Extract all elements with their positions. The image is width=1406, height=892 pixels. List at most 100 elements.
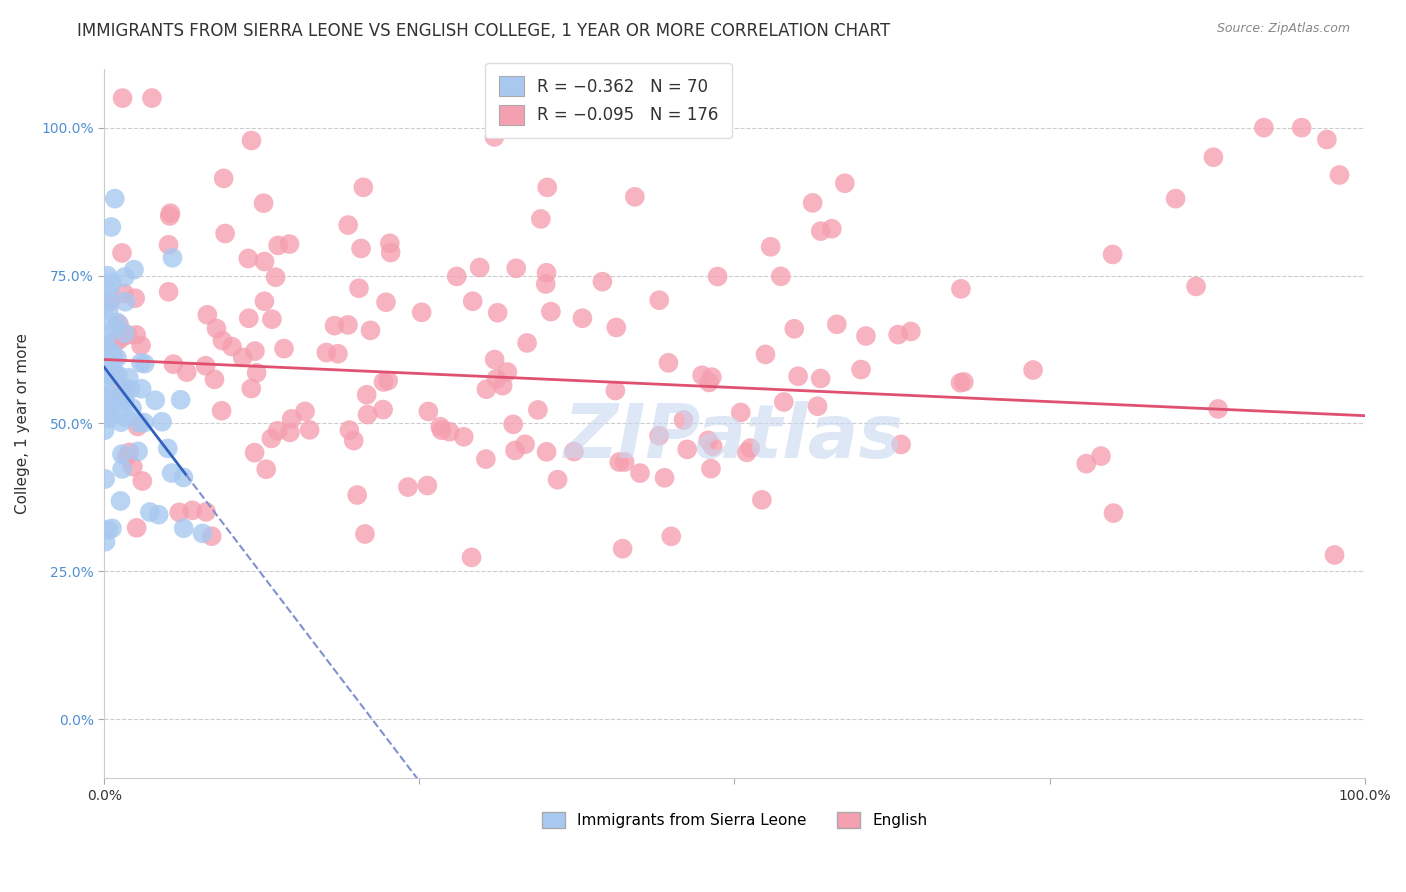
Point: [706, 269, 728, 284]
Point: [1316, 132, 1339, 146]
Point: [505, 261, 527, 276]
Point: [169, 392, 191, 407]
Point: [260, 432, 283, 446]
Point: [439, 425, 461, 439]
Point: [953, 375, 976, 389]
Point: [97, 523, 120, 537]
Point: [607, 455, 630, 469]
Point: [243, 344, 266, 359]
Point: [772, 395, 794, 409]
Point: [104, 192, 127, 206]
Point: [654, 471, 676, 485]
Point: [194, 359, 217, 373]
Point: [111, 246, 134, 260]
Point: [343, 434, 366, 448]
Point: [730, 405, 752, 419]
Point: [125, 327, 148, 342]
Point: [475, 452, 498, 467]
Point: [672, 413, 695, 427]
Point: [315, 345, 337, 359]
Point: [260, 312, 283, 326]
Point: [101, 398, 124, 412]
Point: [503, 443, 526, 458]
Point: [491, 378, 513, 392]
Point: [787, 369, 810, 384]
Point: [735, 445, 758, 459]
Point: [460, 550, 482, 565]
Point: [759, 240, 782, 254]
Y-axis label: College, 1 year or more: College, 1 year or more: [15, 333, 30, 514]
Point: [111, 91, 134, 105]
Point: [97, 392, 120, 407]
Point: [167, 505, 190, 519]
Point: [162, 251, 184, 265]
Point: [204, 372, 226, 386]
Point: [484, 129, 506, 144]
Point: [453, 430, 475, 444]
Point: [264, 270, 287, 285]
Point: [110, 391, 132, 405]
Point: [273, 342, 295, 356]
Point: [513, 437, 536, 451]
Point: [100, 368, 122, 382]
Point: [516, 335, 538, 350]
Point: [110, 494, 132, 508]
Point: [356, 408, 378, 422]
Point: [502, 417, 524, 432]
Point: [98, 358, 121, 372]
Point: [120, 382, 142, 396]
Point: [900, 325, 922, 339]
Point: [201, 529, 224, 543]
Point: [700, 461, 723, 475]
Point: [114, 294, 136, 309]
Point: [562, 444, 585, 458]
Point: [176, 365, 198, 379]
Point: [157, 237, 180, 252]
Point: [1206, 401, 1229, 416]
Point: [98, 368, 121, 382]
Point: [267, 238, 290, 252]
Point: [97, 268, 120, 283]
Point: [298, 423, 321, 437]
Point: [103, 351, 125, 366]
Point: [129, 356, 152, 370]
Point: [118, 445, 141, 459]
Point: [624, 190, 647, 204]
Point: [446, 269, 468, 284]
Point: [1329, 168, 1351, 182]
Point: [112, 286, 135, 301]
Point: [104, 334, 127, 348]
Point: [212, 171, 235, 186]
Point: [887, 327, 910, 342]
Point: [157, 285, 180, 299]
Point: [94, 407, 117, 421]
Point: [352, 180, 374, 194]
Point: [591, 275, 613, 289]
Point: [150, 415, 173, 429]
Point: [101, 521, 124, 535]
Point: [373, 375, 395, 389]
Point: [801, 195, 824, 210]
Point: [160, 466, 183, 480]
Point: [700, 370, 723, 384]
Point: [337, 318, 360, 332]
Point: [354, 527, 377, 541]
Point: [127, 444, 149, 458]
Point: [1101, 247, 1123, 261]
Point: [205, 321, 228, 335]
Point: [162, 357, 184, 371]
Point: [111, 462, 134, 476]
Point: [825, 318, 848, 332]
Point: [540, 304, 562, 318]
Point: [94, 293, 117, 307]
Point: [108, 394, 131, 409]
Point: [94, 534, 117, 549]
Point: [648, 293, 671, 308]
Point: [172, 470, 194, 484]
Point: [534, 277, 557, 291]
Point: [496, 365, 519, 379]
Point: [1323, 548, 1346, 562]
Point: [430, 423, 453, 437]
Point: [371, 402, 394, 417]
Point: [1291, 120, 1313, 135]
